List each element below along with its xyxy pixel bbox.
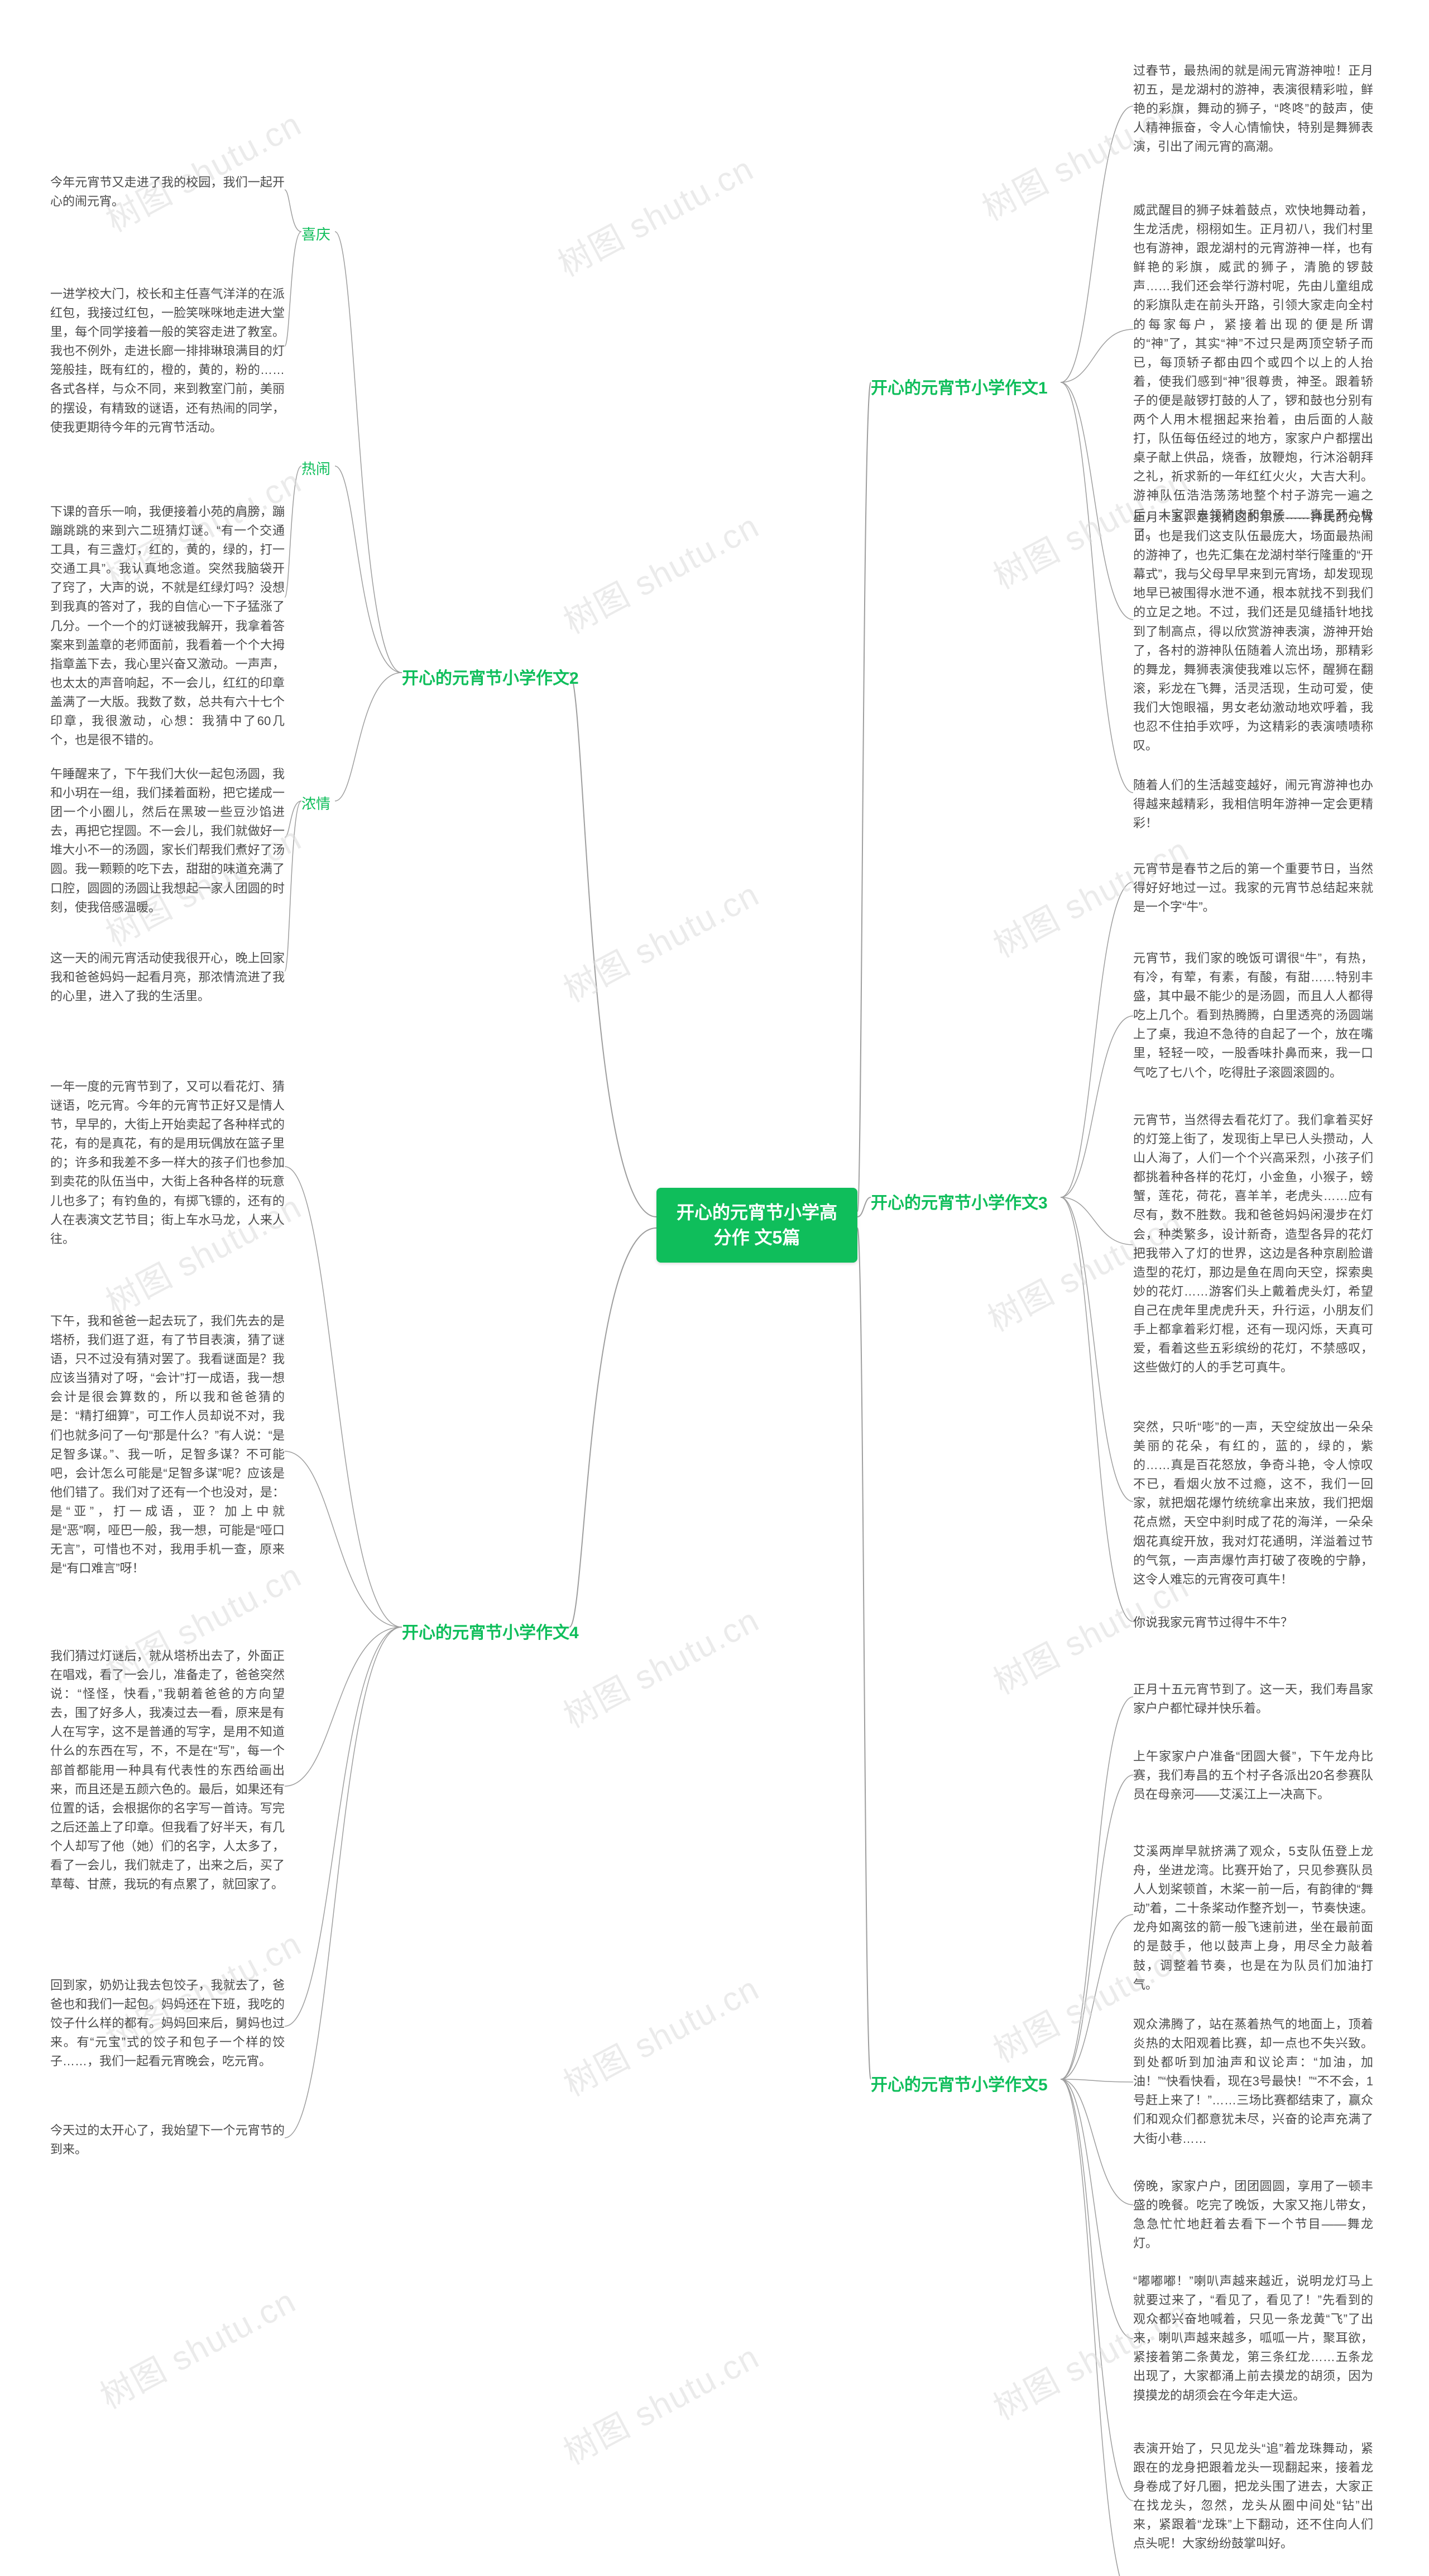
- leaf-text: 回到家，奶奶让我去包饺子，我就去了，爸爸也和我们一起包。妈妈还在下班，我吃的饺子…: [50, 1976, 285, 2071]
- leaf-text: 艾溪两岸早就挤满了观众，5支队伍登上龙舟，坐进龙湾。比赛开始了，只见参赛队员人人…: [1133, 1842, 1373, 1994]
- leaf-text: 今年元宵节又走进了我的校园，我们一起开心的闹元宵。: [50, 173, 285, 211]
- branch-label-b2[interactable]: 开心的元宵节小学作文2: [402, 664, 579, 689]
- leaf-text: 元宵节，当然得去看花灯了。我们拿着买好的灯笼上街了，发现街上早已人头攒动，人山人…: [1133, 1111, 1373, 1377]
- watermark: 树图 shutu.cn: [554, 2330, 766, 2474]
- leaf-text: 突然，只听“嘭”的一声，天空绽放出一朵朵美丽的花朵，有红的，蓝的，绿的，紫的………: [1133, 1418, 1373, 1589]
- watermark: 树图 shutu.cn: [90, 2275, 303, 2419]
- branch-label-b5[interactable]: 开心的元宵节小学作文5: [871, 2071, 1048, 2095]
- leaf-text: 一进学校大门，校长和主任喜气洋洋的在派红包，我接过红包，一脸笑咪咪地走进大堂里，…: [50, 285, 285, 437]
- leaf-text: 午睡醒来了，下午我们大伙一起包汤圆，我和小玥在一组，我们揉着面粉，把它搓成一团一…: [50, 765, 285, 917]
- leaf-text: 随着人们的生活越变越好，闹元宵游神也办得越来越精彩，我相信明年游神一定会更精彩！: [1133, 776, 1373, 833]
- leaf-text: 正月十五元宵节到了。这一天，我们寿昌家家户户都忙碌并快乐着。: [1133, 1680, 1373, 1718]
- watermark: 树图 shutu.cn: [554, 1594, 766, 1738]
- leaf-text: 元宵节是春节之后的第一个重要节日，当然得好好地过一过。我家的元宵节总结起来就是一…: [1133, 860, 1373, 917]
- leaf-text: 元宵节，我们家的晚饭可谓很“牛”，有热，有冷，有荤，有素，有酸，有甜……特别丰盛…: [1133, 949, 1373, 1082]
- leaf-text: 表演开始了，只见龙头“追”着龙珠舞动，紧跟在的龙身把跟着龙头一现翻起来，接着龙身…: [1133, 2439, 1373, 2554]
- watermark: 树图 shutu.cn: [96, 98, 309, 242]
- watermark: 树图 shutu.cn: [548, 142, 761, 286]
- watermark: 树图 shutu.cn: [554, 500, 766, 644]
- leaf-text: 我们猜过灯谜后，就从塔桥出去了，外面正在唱戏，看了一会儿，准备走了，爸爸突然说：…: [50, 1647, 285, 1894]
- leaf-text: 过春节，最热闹的就是闹元宵游神啦！正月初五，是龙湖村的游神，表演很精彩啦，鲜艳的…: [1133, 61, 1373, 156]
- leaf-text: 一年一度的元宵节到了，又可以看花灯、猜谜语，吃元宵。今年的元宵节正好又是情人节，…: [50, 1077, 285, 1249]
- leaf-text: 今天过的太开心了，我始望下一个元宵节的到来。: [50, 2121, 285, 2159]
- watermark: 树图 shutu.cn: [554, 1962, 766, 2106]
- leaf-text: 正月十五，是我们这的宗族——钟氏的元宵日，也是我们这支队伍最庞大，场面最热闹的游…: [1133, 508, 1373, 755]
- leaf-text: 威武醒目的狮子妹着鼓点，欢快地舞动着，生龙活虎，栩栩如生。正月初八，我们村里也有…: [1133, 201, 1373, 544]
- sub-label[interactable]: 热闹: [301, 458, 330, 478]
- branch-label-b1[interactable]: 开心的元宵节小学作文1: [871, 374, 1048, 399]
- leaf-text: 你说我家元宵节过得牛不牛？: [1133, 1613, 1293, 1632]
- leaf-text: 下午，我和爸爸一起去玩了，我们先去的是塔桥，我们逛了逛，有了节目表演，猜了谜语，…: [50, 1312, 285, 1578]
- central-node[interactable]: 开心的元宵节小学高分作 文5篇: [656, 1188, 857, 1263]
- central-title: 开心的元宵节小学高分作 文5篇: [677, 1202, 837, 1248]
- watermark: 树图 shutu.cn: [554, 868, 766, 1012]
- leaf-text: 下课的音乐一响，我便接着小苑的肩膀，蹦蹦跳跳的来到六二班猜灯谜。“有一个交通工具…: [50, 502, 285, 750]
- branch-label-b3[interactable]: 开心的元宵节小学作文3: [871, 1189, 1048, 1213]
- leaf-text: 傍晚，家家户户，团团圆圆，享用了一顿丰盛的晚餐。吃完了晚饭，大家又拖儿带女，急急…: [1133, 2177, 1373, 2253]
- leaf-text: 上午家家户户准备“团圆大餐”，下午龙舟比赛，我们寿昌的五个村子各派出20名参赛队…: [1133, 1747, 1373, 1804]
- sub-label[interactable]: 喜庆: [301, 223, 330, 244]
- branch-label-b4[interactable]: 开心的元宵节小学作文4: [402, 1619, 579, 1643]
- leaf-text: 观众沸腾了，站在蒸着热气的地面上，顶着炎热的太阳观着比赛，却一点也不失兴致。到处…: [1133, 2015, 1373, 2148]
- sub-label[interactable]: 浓情: [301, 793, 330, 813]
- leaf-text: “嘟嘟嘟！”喇叭声越来越近，说明龙灯马上就要过来了，“看见了，看见了！”先看到的…: [1133, 2272, 1373, 2405]
- leaf-text: 这一天的闹元宵活动使我很开心，晚上回家我和爸爸妈妈一起看月亮，那浓情流进了我的心…: [50, 949, 285, 1006]
